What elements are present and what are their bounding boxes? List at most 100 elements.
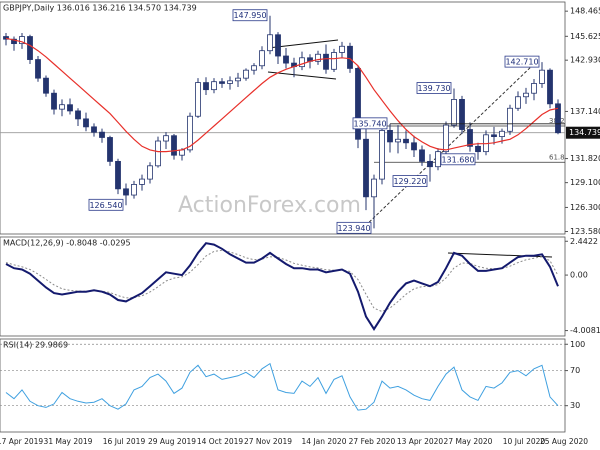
candle-body	[395, 138, 401, 143]
panel-frame	[0, 236, 566, 337]
candle-body	[139, 178, 145, 185]
y-tick-label: 126.300	[570, 203, 600, 212]
y-tick-label: 131.820	[570, 154, 600, 163]
annotation-box	[440, 153, 476, 166]
annotation-box	[504, 55, 540, 68]
candle-body	[323, 53, 329, 70]
macd-signal	[5, 249, 559, 313]
candle-body	[371, 178, 377, 198]
candle-body	[195, 82, 201, 117]
x-tick-label: 29 Aug 2019	[148, 437, 196, 446]
candle-body	[427, 160, 433, 168]
candle-body	[203, 82, 209, 91]
x-tick-label: 14 Jan 2020	[302, 437, 347, 446]
y-tick-label: 145.625	[570, 32, 600, 41]
candle-body	[531, 83, 537, 94]
y-tick-label: 100	[570, 340, 585, 349]
annotation-label: 139.730	[417, 84, 450, 93]
last-price-label: 134.739	[569, 128, 600, 137]
annotation-box	[336, 221, 372, 234]
annotation-box	[416, 82, 452, 94]
x-tick-label: 25 Aug 2020	[540, 437, 588, 446]
candle-body	[11, 38, 17, 45]
annotation-label: 135.740	[353, 119, 386, 128]
candle-body	[243, 69, 249, 79]
candle-body	[347, 45, 353, 69]
candle-body	[91, 126, 97, 133]
candle-body	[219, 81, 225, 84]
candle-body	[547, 69, 553, 105]
candle-body	[331, 52, 337, 70]
candle-body	[123, 188, 129, 196]
y-tick-label: 0.00	[570, 271, 588, 280]
x-tick-label: 14 Oct 2019	[197, 437, 244, 446]
watermark: ActionForex.com	[178, 193, 361, 218]
candle-body	[403, 138, 409, 144]
candle-body	[555, 103, 561, 134]
candle-body	[211, 81, 217, 91]
y-tick-label: 137.140	[570, 107, 600, 116]
candle-body	[115, 160, 121, 190]
annotation-label: 142.710	[505, 58, 538, 67]
x-tick-label: 17 Apr 2019	[0, 437, 43, 446]
candle-body	[523, 92, 529, 98]
candle-body	[43, 77, 49, 94]
annotation-box	[352, 117, 388, 130]
candle-body	[379, 129, 385, 180]
panel-frame	[0, 338, 566, 433]
candle-body	[267, 34, 273, 52]
moving-average	[5, 37, 559, 153]
annotation-label: 131.680	[441, 155, 474, 164]
candle-body	[451, 99, 457, 126]
candle-body	[19, 36, 25, 45]
candle-body	[147, 165, 153, 180]
y-tick-label: 129.100	[570, 178, 600, 187]
x-tick-label: 16 Jul 2019	[103, 437, 146, 446]
candle-body	[187, 115, 193, 151]
candle-body	[59, 104, 65, 110]
rsi-line	[5, 362, 559, 411]
candle-body	[475, 145, 481, 153]
x-tick-label: 27 Feb 2020	[349, 437, 396, 446]
price-title: GBPJPY,Daily 136.016 136.216 134.570 134…	[3, 4, 197, 13]
candle-body	[435, 151, 441, 168]
macd-line	[5, 242, 559, 331]
annotation-label: 126.540	[89, 201, 122, 210]
candle-body	[363, 138, 369, 198]
candle-body	[443, 124, 449, 153]
panel-frame	[0, 1, 566, 235]
x-tick-label: 10 Jul 2020	[503, 437, 546, 446]
last-price-box	[566, 126, 600, 139]
candle-body	[539, 69, 545, 84]
candle-body	[283, 55, 289, 64]
candle-body	[155, 140, 161, 167]
x-tick-label: 31 May 2019	[44, 437, 93, 446]
fib-label: 61.8	[549, 153, 565, 161]
x-tick-label: 27 Nov 2019	[244, 437, 292, 446]
candle-body	[235, 77, 241, 82]
candle-body	[467, 129, 473, 147]
candle-body	[99, 131, 105, 138]
y-tick-label: 148.465	[570, 7, 600, 16]
candle-body	[75, 110, 81, 120]
y-tick-label: 30	[570, 401, 580, 410]
y-tick-label: 142.930	[570, 56, 600, 65]
candle-body	[515, 96, 521, 109]
x-tick-label: 27 May 2020	[444, 437, 493, 446]
candle-body	[499, 130, 505, 137]
candle-body	[251, 65, 257, 71]
candle-body	[459, 99, 465, 130]
candle-body	[163, 135, 169, 142]
y-tick-label: 70	[570, 366, 580, 375]
candle-body	[419, 149, 425, 162]
annotation-label: 123.940	[337, 224, 370, 233]
candle-body	[27, 36, 33, 60]
y-tick-label: 123.580	[570, 227, 600, 236]
annotation-box	[392, 175, 428, 187]
candle-body	[3, 36, 9, 40]
annotation-box	[88, 198, 124, 211]
candle-body	[259, 50, 265, 67]
candle-body	[227, 80, 233, 84]
candle-body	[131, 184, 137, 196]
